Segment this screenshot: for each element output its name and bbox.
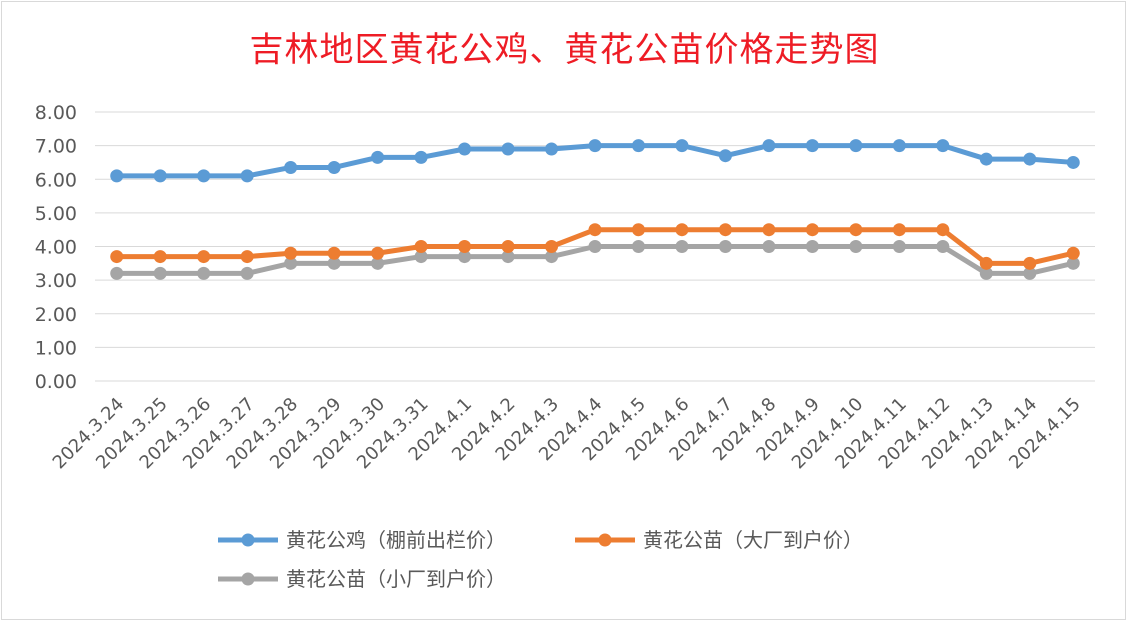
data-point (414, 150, 428, 164)
y-tick-label: 4.00 (35, 237, 77, 259)
data-point (588, 223, 602, 237)
data-point (545, 142, 559, 156)
data-point (979, 152, 993, 166)
data-point (805, 240, 819, 253)
data-point (153, 266, 167, 280)
data-point (1066, 155, 1080, 169)
data-point (284, 160, 298, 174)
data-point (805, 223, 819, 237)
data-point (718, 223, 732, 237)
data-point (545, 250, 559, 264)
data-point (718, 149, 732, 163)
data-point (458, 240, 472, 253)
data-point (240, 250, 254, 264)
y-tick-label: 3.00 (35, 270, 77, 292)
data-point (458, 250, 472, 264)
data-point (501, 142, 515, 156)
data-point (849, 139, 863, 153)
data-point (197, 169, 211, 183)
y-tick-label: 0.00 (35, 371, 77, 393)
data-point (849, 223, 863, 237)
data-point (1023, 152, 1037, 166)
data-point (1023, 256, 1037, 270)
data-point (762, 240, 776, 253)
data-point (110, 266, 124, 280)
data-point (414, 250, 428, 264)
data-point (371, 246, 385, 260)
y-tick-label: 2.00 (35, 304, 77, 326)
data-point (675, 139, 689, 153)
data-point (501, 240, 515, 253)
legend-swatch-marker (598, 533, 612, 547)
data-point (197, 250, 211, 264)
legend-swatch-marker (241, 533, 255, 547)
legend-label: 黄花公苗（大厂到户价） (643, 528, 863, 552)
data-point (979, 256, 993, 270)
data-point (1066, 256, 1080, 270)
data-point (110, 250, 124, 264)
data-point (631, 223, 645, 237)
data-point (240, 266, 254, 280)
data-point (240, 169, 254, 183)
data-point (284, 256, 298, 270)
y-tick-label: 6.00 (35, 169, 77, 191)
data-point (110, 169, 124, 183)
legend-swatch-marker (241, 572, 255, 586)
data-point (588, 240, 602, 253)
data-point (284, 246, 298, 260)
data-point (675, 223, 689, 237)
y-tick-label: 5.00 (35, 203, 77, 225)
chart-title: 吉林地区黄花公鸡、黄花公苗价格走势图 (249, 30, 880, 70)
legend-label: 黄花公鸡（棚前出栏价） (286, 528, 506, 552)
data-point (936, 139, 950, 153)
data-point (458, 142, 472, 156)
data-point (545, 240, 559, 253)
data-point (631, 240, 645, 253)
data-point (936, 240, 950, 253)
data-point (805, 139, 819, 153)
data-point (936, 223, 950, 237)
data-point (501, 250, 515, 264)
data-point (588, 139, 602, 153)
data-point (762, 223, 776, 237)
y-tick-label: 1.00 (35, 337, 77, 359)
data-point (327, 160, 341, 174)
y-tick-label: 7.00 (35, 136, 77, 158)
data-point (762, 139, 776, 153)
data-point (1023, 266, 1037, 280)
data-point (849, 240, 863, 253)
data-point (718, 240, 732, 253)
y-tick-label: 8.00 (35, 102, 77, 124)
data-point (371, 256, 385, 270)
data-point (979, 266, 993, 280)
data-point (327, 256, 341, 270)
data-point (414, 240, 428, 253)
data-point (153, 169, 167, 183)
data-point (1066, 246, 1080, 260)
data-point (892, 139, 906, 153)
data-point (892, 240, 906, 253)
data-point (327, 246, 341, 260)
legend-label: 黄花公苗（小厂到户价） (286, 567, 506, 591)
data-point (371, 150, 385, 164)
data-point (892, 223, 906, 237)
data-point (153, 250, 167, 264)
data-point (675, 240, 689, 253)
data-point (197, 266, 211, 280)
data-point (631, 139, 645, 153)
